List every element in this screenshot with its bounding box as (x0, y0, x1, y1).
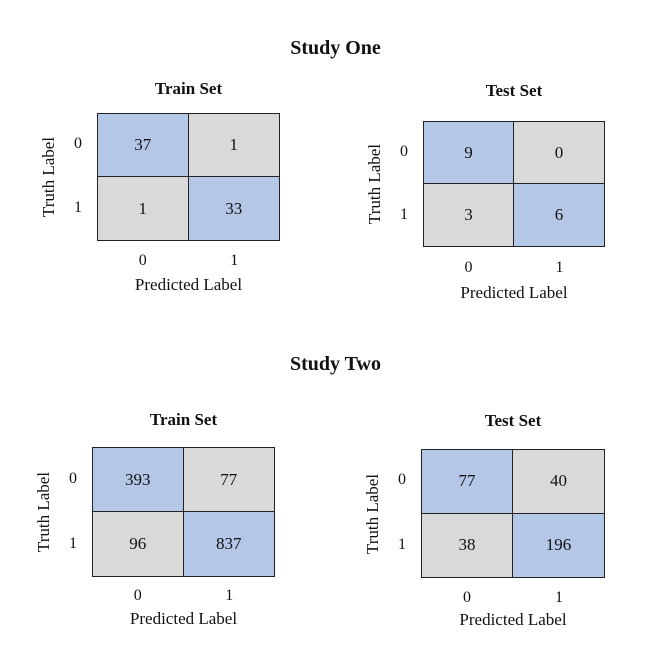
panel-title: Train Set (154, 79, 223, 98)
study-two-title: Study Two (290, 353, 381, 375)
x-tick-label: 1 (225, 587, 234, 604)
y-axis-label: Truth Label (363, 473, 382, 554)
y-tick-label: 1 (74, 199, 82, 216)
y-tick-label: 0 (69, 469, 77, 487)
y-tick-label: 1 (400, 205, 408, 223)
matrix-cell-r0-c1: 0 (514, 122, 604, 184)
matrix-cell-r0-c0: 9 (424, 122, 514, 184)
y-axis-label: Truth Label (39, 136, 58, 218)
x-tick-label: 1 (555, 259, 564, 276)
y-tick-label: 0 (74, 135, 82, 152)
y-tick-label: 1 (69, 534, 77, 552)
x-axis-label: Predicted Label (460, 283, 568, 302)
matrix-cell-r1-c1: 837 (183, 512, 274, 576)
y-tick-label: 1 (398, 535, 406, 553)
matrix-cell-r1-c0: 96 (93, 512, 184, 576)
matrix-grid: 77 40 38 196 (421, 449, 605, 578)
matrix-cell-r1-c1: 33 (188, 177, 279, 240)
matrix-cell-r1-c0: 3 (424, 184, 514, 246)
y-axis-label: Truth Label (365, 143, 384, 225)
panel-title: Train Set (149, 410, 218, 429)
matrix-cell-r0-c1: 40 (513, 450, 604, 514)
matrix-cell-r1-c1: 6 (514, 184, 604, 246)
matrix-cell-r0-c0: 37 (98, 114, 189, 177)
x-tick-label: 1 (230, 252, 239, 269)
x-tick-label: 1 (555, 589, 563, 606)
x-tick-label: 0 (133, 587, 142, 604)
x-tick-label: 0 (464, 259, 473, 276)
matrix-cell-r0-c0: 393 (93, 448, 184, 512)
y-tick-label: 0 (398, 471, 406, 489)
matrix-cell-r1-c1: 196 (513, 513, 604, 577)
x-tick-label: 0 (463, 589, 471, 606)
matrix-cell-r1-c0: 1 (98, 177, 189, 240)
matrix-grid: 37 1 1 33 (97, 113, 280, 241)
x-tick-label: 0 (138, 252, 147, 269)
y-tick-label: 0 (400, 142, 408, 160)
panel-title: Test Set (484, 411, 542, 430)
matrix-cell-r0-c1: 77 (183, 448, 274, 512)
y-axis-label: Truth Label (34, 471, 53, 553)
matrix-cell-r0-c1: 1 (188, 114, 279, 177)
x-axis-label: Predicted Label (134, 275, 243, 294)
study-one-title: Study One (290, 37, 381, 59)
matrix-cell-r1-c0: 38 (422, 513, 513, 577)
matrix-grid: 393 77 96 837 (92, 447, 275, 577)
matrix-cell-r0-c0: 77 (422, 450, 513, 514)
panel-title: Test Set (485, 81, 543, 100)
x-axis-label: Predicted Label (459, 610, 567, 629)
x-axis-label: Predicted Label (129, 609, 238, 628)
